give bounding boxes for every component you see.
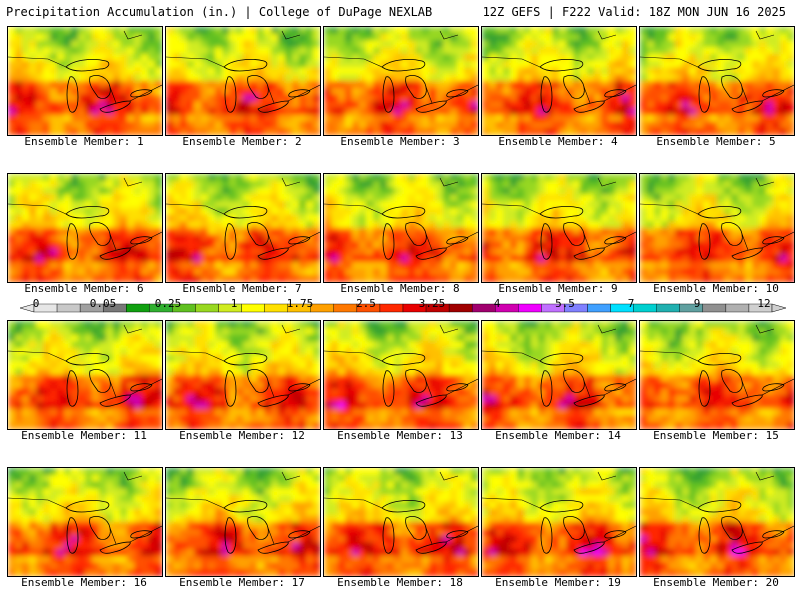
ensemble-panel-2 — [165, 26, 321, 136]
ensemble-panel-label: Ensemble Member: 7 — [182, 282, 302, 295]
colorbar-tick-label: 0.25 — [154, 297, 182, 310]
ensemble-panel-label: Ensemble Member: 4 — [498, 135, 618, 148]
colorbar-swatch — [702, 303, 727, 313]
ensemble-panel-label: Ensemble Member: 15 — [653, 429, 779, 442]
ensemble-panel-11 — [7, 320, 163, 430]
colorbar-swatch — [587, 303, 611, 313]
ensemble-panel-3 — [323, 26, 479, 136]
colorbar-tick-label: 12 — [757, 297, 771, 310]
colorbar-swatch — [333, 303, 358, 313]
colorbar-swatch — [310, 303, 335, 313]
colorbar-swatch — [656, 303, 680, 313]
header-left-title: Precipitation Accumulation (in.) | Colle… — [6, 5, 433, 19]
colorbar-swatch — [448, 303, 473, 313]
ensemble-panel-14 — [481, 320, 637, 430]
colorbar-tick-label: 3.25 — [418, 297, 446, 310]
ensemble-panel-label: Ensemble Member: 14 — [495, 429, 621, 442]
ensemble-panel-label: Ensemble Member: 6 — [24, 282, 144, 295]
ensemble-panel-label: Ensemble Member: 8 — [340, 282, 460, 295]
ensemble-panel-label: Ensemble Member: 20 — [653, 576, 779, 589]
ensemble-panel-4 — [481, 26, 637, 136]
ensemble-panel-label: Ensemble Member: 13 — [337, 429, 463, 442]
colorbar-swatch — [633, 303, 657, 313]
ensemble-panel-label: Ensemble Member: 19 — [495, 576, 621, 589]
ensemble-panel-8 — [323, 173, 479, 283]
ensemble-panel-label: Ensemble Member: 3 — [340, 135, 460, 148]
ensemble-panel-label: Ensemble Member: 11 — [21, 429, 147, 442]
ensemble-panel-label: Ensemble Member: 12 — [179, 429, 305, 442]
colorbar-swatch — [471, 303, 496, 313]
colorbar-tick-label: 0 — [32, 297, 40, 310]
colorbar-tick-label: 4 — [493, 297, 501, 310]
ensemble-panel-17 — [165, 467, 321, 577]
colorbar-swatch — [379, 303, 404, 313]
colorbar — [20, 303, 786, 313]
colorbar-swatch — [241, 303, 265, 313]
colorbar-swatch — [264, 303, 288, 313]
colorbar-tick-label: 2.5 — [356, 297, 376, 310]
ensemble-panel-15 — [639, 320, 795, 430]
ensemble-panel-7 — [165, 173, 321, 283]
ensemble-panel-5 — [639, 26, 795, 136]
ensemble-panel-10 — [639, 173, 795, 283]
colorbar-max-arrow — [771, 303, 786, 313]
colorbar-tick-label: 0.05 — [89, 297, 117, 310]
ensemble-panel-label: Ensemble Member: 10 — [653, 282, 779, 295]
ensemble-panel-1 — [7, 26, 163, 136]
ensemble-panel-12 — [165, 320, 321, 430]
ensemble-panel-label: Ensemble Member: 2 — [182, 135, 302, 148]
colorbar-swatch — [126, 303, 150, 313]
ensemble-panel-label: Ensemble Member: 1 — [24, 135, 144, 148]
ensemble-panel-18 — [323, 467, 479, 577]
ensemble-panel-label: Ensemble Member: 9 — [498, 282, 618, 295]
ensemble-panel-6 — [7, 173, 163, 283]
colorbar-swatch — [518, 303, 542, 313]
ensemble-panel-20 — [639, 467, 795, 577]
colorbar-tick-label: 9 — [693, 297, 701, 310]
ensemble-panel-label: Ensemble Member: 16 — [21, 576, 147, 589]
ensemble-panel-label: Ensemble Member: 5 — [656, 135, 776, 148]
ensemble-panel-label: Ensemble Member: 18 — [337, 576, 463, 589]
ensemble-panel-19 — [481, 467, 637, 577]
ensemble-panel-9 — [481, 173, 637, 283]
colorbar-swatch — [56, 303, 81, 313]
colorbar-tick-label: 1 — [230, 297, 238, 310]
colorbar-tick-label: 1.75 — [286, 297, 314, 310]
colorbar-swatch — [195, 303, 219, 313]
colorbar-swatch — [725, 303, 750, 313]
ensemble-panel-label: Ensemble Member: 17 — [179, 576, 305, 589]
ensemble-panel-16 — [7, 467, 163, 577]
colorbar-tick-label: 7 — [627, 297, 635, 310]
header-right-title: 12Z GEFS | F222 Valid: 18Z MON JUN 16 20… — [482, 5, 786, 19]
ensemble-panel-13 — [323, 320, 479, 430]
colorbar-tick-label: 5.5 — [555, 297, 575, 310]
